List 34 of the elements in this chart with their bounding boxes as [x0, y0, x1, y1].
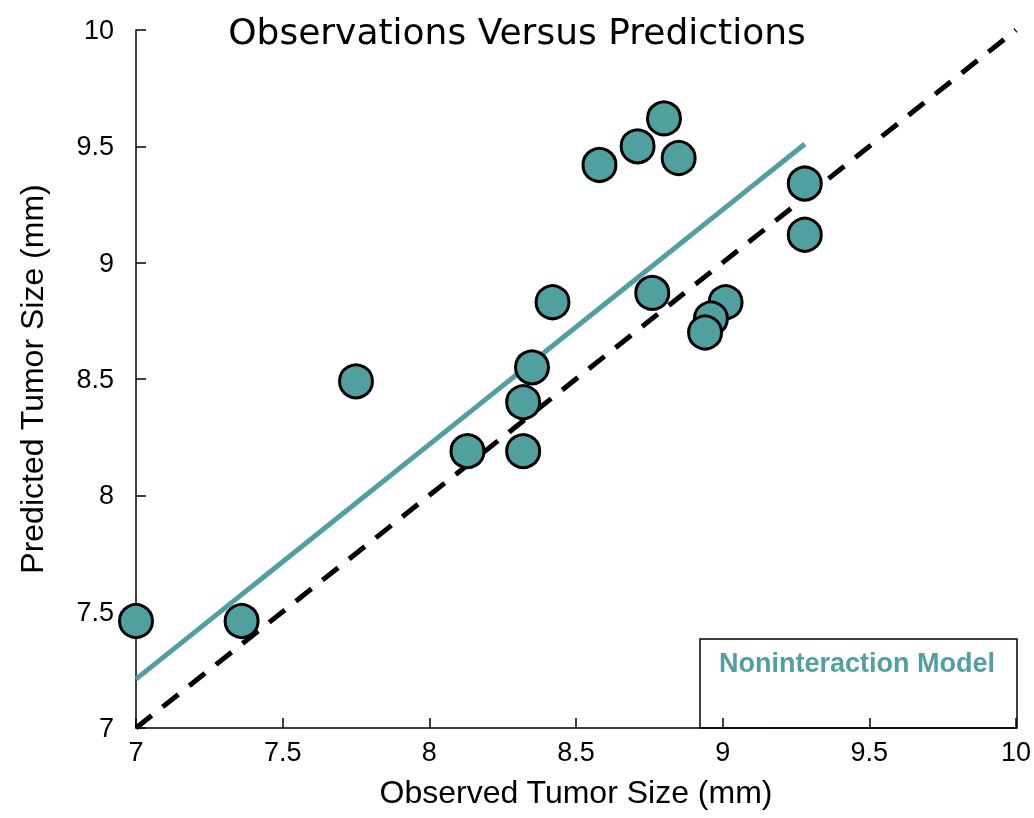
x-tick-label: 9: [715, 736, 731, 767]
y-tick-label: 9: [98, 247, 114, 278]
x-tick-label: 8: [421, 736, 437, 767]
y-tick-label: 7: [98, 713, 114, 743]
point: [449, 433, 486, 470]
x-tick-label: 9.5: [850, 736, 889, 767]
point: [534, 284, 571, 321]
point: [338, 363, 374, 400]
point: [619, 128, 656, 165]
y-tick-label: 8: [98, 480, 114, 511]
y-tick-label: 9.5: [76, 131, 114, 162]
text: Noninteraction Model: [719, 647, 995, 678]
chart-title: Observations Versus Predictions: [228, 10, 806, 52]
point: [634, 274, 671, 311]
y-tick-label: 7.5: [76, 596, 114, 627]
point: [660, 139, 697, 176]
x-axis-title: Observed Tumor Size (mm): [379, 774, 773, 810]
y-tick-label: 10: [83, 15, 114, 45]
y-tick-label: 8.5: [76, 364, 114, 394]
point: [646, 100, 682, 137]
point: [687, 314, 724, 351]
point: [786, 165, 823, 202]
y-axis-title: Predicted Tumor Size (mm): [14, 184, 50, 574]
x-tick-label: 7.5: [263, 736, 302, 767]
point: [514, 349, 550, 386]
x-tick-label: 8.5: [557, 736, 595, 767]
x-tick-label: 7: [128, 736, 144, 767]
point: [786, 216, 823, 253]
point: [505, 433, 542, 470]
point: [581, 146, 618, 183]
x-tick-label: 10: [1000, 736, 1032, 767]
point: [223, 602, 260, 639]
point: [505, 384, 542, 421]
point: [118, 602, 154, 639]
